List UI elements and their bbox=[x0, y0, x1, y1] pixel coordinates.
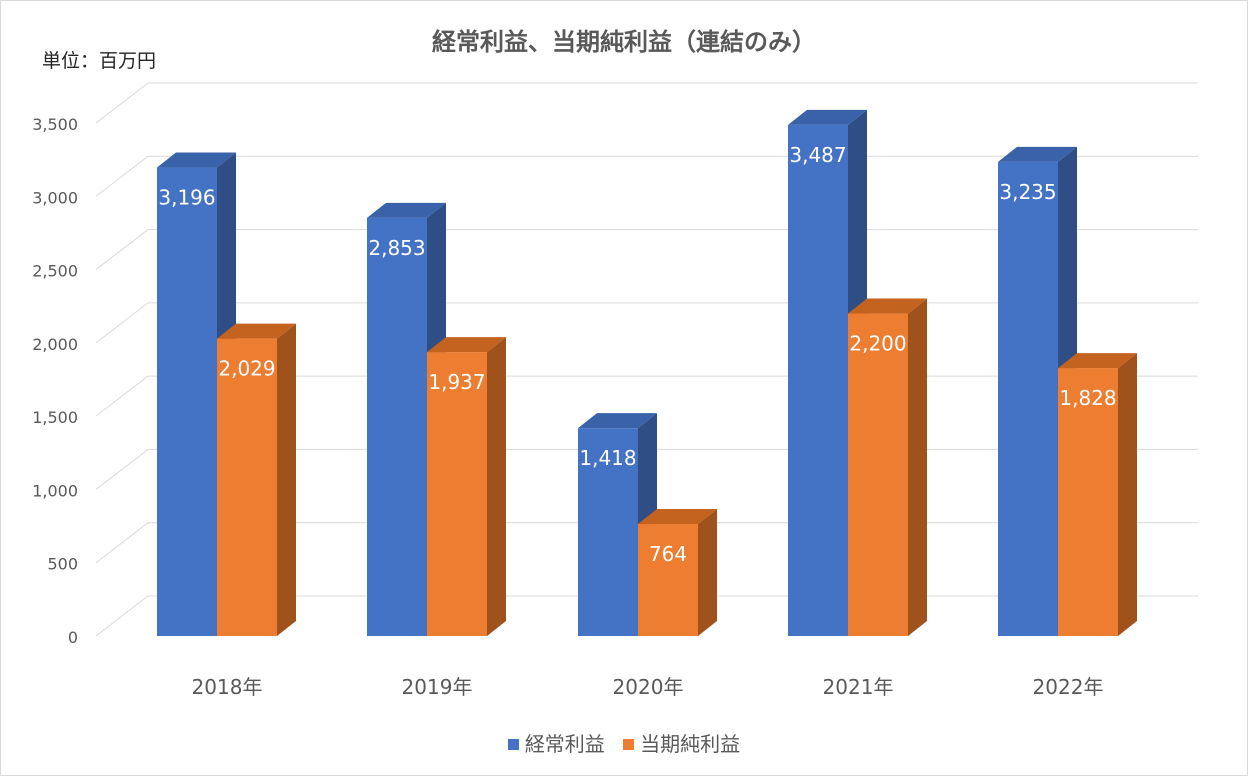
gridline-side bbox=[95, 522, 149, 564]
bar-top-1-3 bbox=[848, 298, 927, 314]
bar-1-2 bbox=[638, 524, 698, 636]
bar-top-1-4 bbox=[1058, 353, 1137, 369]
gridline-side bbox=[95, 302, 149, 344]
bar-top-0-0 bbox=[157, 152, 236, 168]
bar-top-0-2 bbox=[578, 413, 657, 429]
x-tick-label: 2020年 bbox=[613, 675, 684, 699]
data-label-1-4: 1,828 bbox=[1059, 386, 1116, 410]
bar-side-1-3 bbox=[908, 298, 927, 636]
bar-top-1-2 bbox=[638, 509, 717, 525]
bar-top-0-3 bbox=[788, 109, 867, 125]
y-tick-label: 1,500 bbox=[32, 408, 78, 427]
data-label-1-3: 2,200 bbox=[849, 332, 906, 356]
bar-top-1-1 bbox=[427, 337, 506, 353]
legend-swatch-series1 bbox=[507, 739, 519, 750]
unit-label: 単位：百万円 bbox=[42, 50, 157, 72]
legend-item-series2: 当期純利益 bbox=[623, 728, 740, 757]
bar-side-1-1 bbox=[487, 337, 506, 636]
bar-top-0-4 bbox=[998, 146, 1077, 162]
bar-side-1-2 bbox=[698, 509, 717, 636]
x-tick-label: 2021年 bbox=[823, 675, 894, 699]
bar-1-3 bbox=[848, 313, 908, 636]
gridline-side bbox=[95, 155, 149, 197]
x-tick-label: 2018年 bbox=[192, 675, 263, 699]
bar-0-2 bbox=[578, 428, 638, 636]
gridline-side bbox=[95, 595, 149, 637]
bar-0-4 bbox=[998, 161, 1058, 636]
bar-0-3 bbox=[788, 124, 848, 637]
legend-item-series1: 経常利益 bbox=[507, 728, 605, 757]
data-label-1-0: 2,029 bbox=[218, 357, 275, 381]
legend: 経常利益 当期純利益 bbox=[0, 728, 1248, 757]
bar-top-0-1 bbox=[367, 202, 446, 218]
data-label-1-2: 764 bbox=[649, 542, 687, 566]
y-tick-label: 2,500 bbox=[32, 262, 78, 281]
gridline-side bbox=[95, 449, 149, 490]
bar-0-1 bbox=[367, 217, 427, 636]
bar-side-1-0 bbox=[277, 323, 296, 636]
y-tick-label: 1,000 bbox=[32, 481, 78, 500]
bar-0-0 bbox=[157, 167, 217, 636]
bar-1-4 bbox=[1058, 368, 1118, 636]
gridline-side bbox=[95, 229, 149, 270]
chart-title: 経常利益、当期純利益（連結のみ） bbox=[432, 28, 816, 56]
gridline-side bbox=[95, 375, 149, 417]
x-tick-label: 2019年 bbox=[402, 675, 473, 699]
y-tick-label: 500 bbox=[47, 555, 78, 574]
bar-1-0 bbox=[217, 338, 277, 636]
x-tick-label: 2022年 bbox=[1033, 675, 1104, 699]
bar-side-1-4 bbox=[1118, 353, 1137, 636]
y-tick-label: 2,000 bbox=[32, 335, 78, 354]
data-label-0-2: 1,418 bbox=[579, 446, 636, 470]
y-tick-label: 3,000 bbox=[32, 188, 78, 207]
legend-swatch-series2 bbox=[623, 739, 635, 750]
y-tick-label: 3,500 bbox=[32, 115, 78, 134]
bar-top-1-0 bbox=[217, 323, 296, 339]
data-label-0-4: 3,235 bbox=[999, 180, 1056, 204]
data-label-0-1: 2,853 bbox=[368, 236, 425, 260]
bar-1-1 bbox=[427, 352, 487, 636]
legend-label-series1: 経常利益 bbox=[524, 732, 605, 756]
data-label-0-3: 3,487 bbox=[789, 143, 846, 167]
data-label-1-1: 1,937 bbox=[428, 370, 485, 394]
legend-label-series2: 当期純利益 bbox=[640, 732, 741, 756]
gridline-side bbox=[95, 82, 149, 124]
y-tick-label: 0 bbox=[68, 628, 78, 647]
data-label-0-0: 3,196 bbox=[158, 186, 215, 210]
